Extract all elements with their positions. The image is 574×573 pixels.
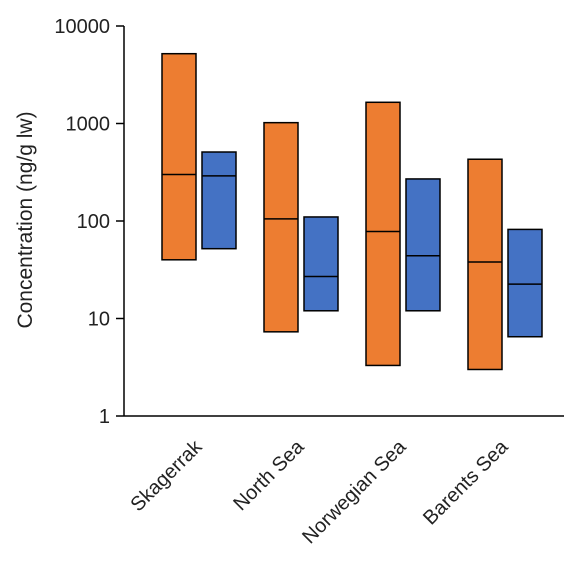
range-bar bbox=[405, 178, 441, 312]
y-tick-label: 1 bbox=[99, 406, 110, 428]
range-bar bbox=[365, 101, 401, 367]
x-tick-label: Barents Sea bbox=[419, 435, 513, 529]
y-tick-label: 10 bbox=[88, 309, 110, 331]
range-bar bbox=[303, 216, 339, 312]
range-bar bbox=[467, 158, 503, 371]
x-tick-label: Norwegian Sea bbox=[298, 435, 411, 548]
x-tick-label: Skagerrak bbox=[127, 435, 208, 516]
y-tick-label: 10000 bbox=[54, 16, 110, 38]
y-ticks: 1 10 100 1000 10000 bbox=[54, 16, 124, 428]
y-axis-title: Concentration (ng/g lw) bbox=[14, 111, 37, 328]
x-tick-label: North Sea bbox=[229, 435, 309, 515]
range-bar bbox=[507, 228, 543, 338]
range-bar bbox=[201, 151, 237, 250]
y-tick-label: 100 bbox=[77, 211, 110, 233]
boxes bbox=[161, 52, 543, 371]
y-tick-label: 1000 bbox=[66, 114, 111, 136]
range-bar bbox=[263, 121, 299, 333]
range-bar bbox=[161, 52, 197, 261]
